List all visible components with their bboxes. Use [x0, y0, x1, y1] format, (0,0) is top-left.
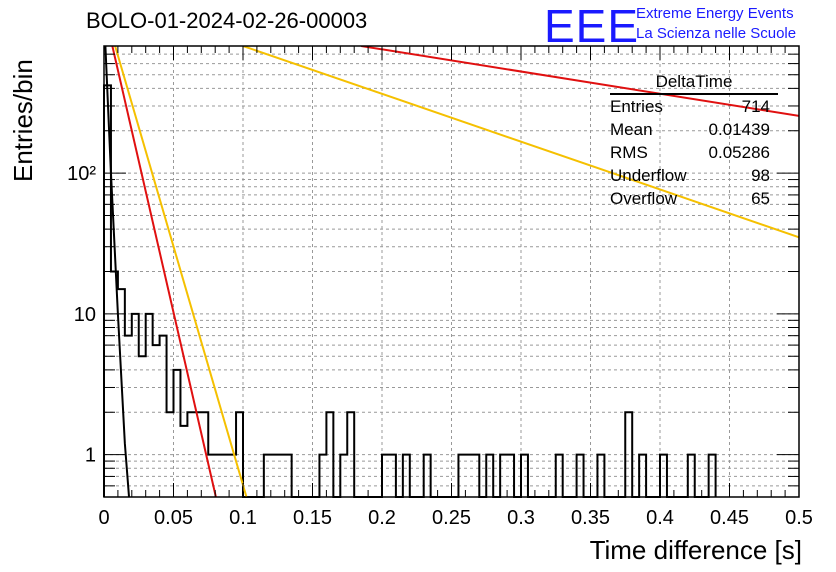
x-axis-label: Time difference [s]	[589, 535, 802, 565]
stats-row-rms: RMS 0.05286	[610, 141, 778, 164]
x-tick-label: 0.4	[646, 507, 674, 529]
y-axis-ticks: 1 10 10²	[67, 45, 799, 498]
stats-label: Underflow	[610, 166, 687, 185]
x-tick-label: 0.15	[293, 507, 332, 529]
x-tick-label: 0.05	[154, 507, 193, 529]
logo-line-2: La Scienza nelle Scuole	[636, 25, 797, 42]
stats-box: DeltaTime Entries 714 Mean 0.01439 RMS 0.0528…	[610, 72, 778, 210]
x-tick-label: 0.2	[368, 507, 396, 529]
x-tick-label: 0.3	[507, 507, 535, 529]
x-tick-label: 0.5	[785, 507, 813, 529]
y-tick-label: 1	[85, 445, 96, 467]
x-tick-label: 0.45	[710, 507, 749, 529]
stats-row-mean: Mean 0.01439	[610, 118, 778, 141]
histogram-bars	[103, 84, 717, 498]
x-tick-label: 0.25	[432, 507, 471, 529]
logo-mark: EEE	[544, 0, 640, 52]
y-tick-label: 10	[74, 304, 96, 326]
histogram-bin	[146, 314, 153, 497]
x-tick-label: 0.1	[229, 507, 257, 529]
eee-logo: EEE Extreme Energy Events La Scienza nel…	[544, 0, 834, 52]
stats-label: RMS	[610, 143, 648, 162]
fit-curve	[114, 46, 248, 497]
stats-value: 0.01439	[708, 120, 770, 139]
stats-row-underflow: Underflow 98	[610, 164, 778, 187]
stats-title: DeltaTime	[610, 72, 778, 95]
histogram-bin	[125, 336, 132, 497]
histogram-bin	[174, 370, 181, 497]
x-tick-label: 0	[98, 507, 109, 529]
histogram-bin	[160, 336, 167, 497]
stats-row-entries: Entries 714	[610, 95, 778, 118]
histogram-outline	[103, 84, 717, 498]
stats-label: Entries	[610, 97, 663, 116]
stats-value: 714	[741, 97, 770, 116]
fit-curve	[111, 46, 217, 497]
histogram-bin	[153, 345, 160, 497]
chart-title: BOLO-01-2024-02-26-00003	[86, 8, 368, 33]
stats-label: Mean	[610, 120, 653, 139]
stats-label: Overflow	[610, 189, 678, 208]
fit-curve	[242, 46, 799, 239]
fit-curve	[360, 46, 799, 117]
logo-line-1: Extreme Energy Events	[636, 5, 794, 22]
stats-value: 98	[751, 166, 770, 185]
stats-row-overflow: Overflow 65	[610, 187, 778, 210]
histogram-bin	[132, 314, 139, 497]
x-axis-ticks: 0 0.05 0.1 0.15 0.2 0.25 0.3 0.35 0.4 0.45 0.5	[98, 46, 813, 529]
histogram-bin	[139, 356, 146, 497]
y-tick-label: 10²	[67, 163, 96, 185]
stats-value: 0.05286	[708, 143, 770, 162]
x-tick-label: 0.35	[571, 507, 610, 529]
stats-value: 65	[751, 189, 770, 208]
